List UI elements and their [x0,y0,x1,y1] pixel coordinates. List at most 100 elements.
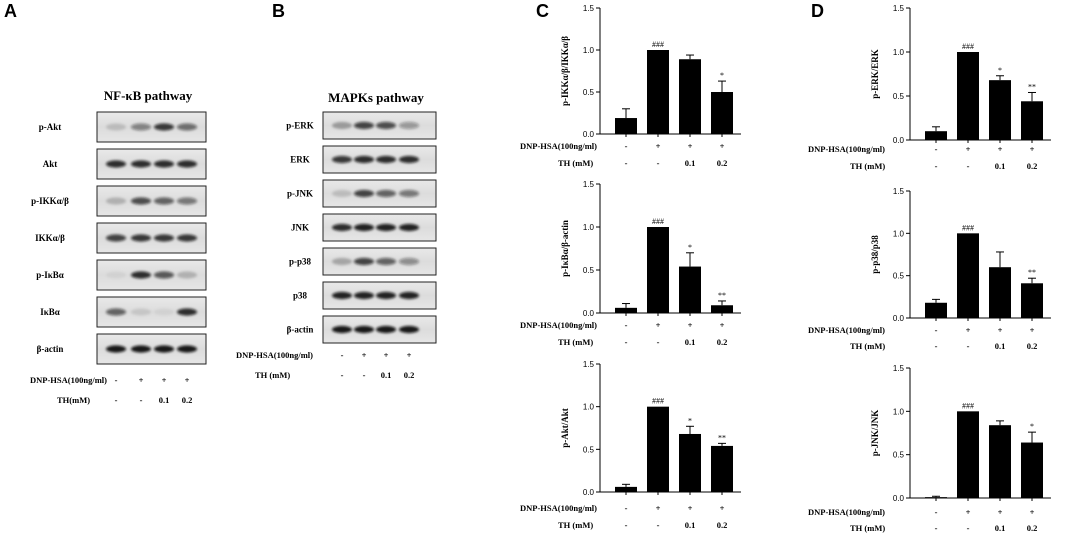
blot-band [399,155,419,164]
th-value: 0.1 [995,341,1006,351]
y-tick-label: 0.0 [583,488,595,497]
th-value: - [625,520,628,530]
th-value: 0.2 [1027,523,1038,533]
blot-row: p-JNK [287,179,437,208]
y-tick-label: 1.0 [893,229,905,238]
th-label: TH (mM) [850,523,885,533]
blot-row-label: p-JNK [287,189,313,199]
blot-band [106,234,126,242]
y-tick-label: 0.0 [583,309,595,318]
bar [925,302,947,318]
blot-band [354,121,374,130]
blot-band [332,121,352,130]
blot-band [154,234,174,242]
y-tick-label: 1.5 [583,4,595,13]
panel-c-letter: C [536,1,549,21]
bar [679,433,701,492]
dnp-value: + [720,320,725,330]
blot-band [177,234,197,242]
blot-band [399,325,419,334]
y-tick-label: 1.0 [583,223,595,232]
blot-band [131,123,151,131]
blot-row-label: IκBα [40,307,60,317]
dnp-value: + [139,375,144,385]
blot-band [106,271,126,279]
dnp-value: + [656,503,661,513]
th-value: 0.2 [404,370,415,380]
blot-band [376,257,396,266]
blot-band [376,121,396,130]
dnp-value: + [362,350,367,360]
blot-row-label: β-actin [37,344,64,354]
bar [647,227,669,313]
dnp-value: + [998,507,1003,517]
y-axis-label: p-Akt/Akt [560,408,570,448]
dnp-value: - [625,320,628,330]
th-value: 0.1 [685,520,696,530]
blot-band [332,223,352,232]
th-value: 0.2 [717,158,728,168]
panel-b-dnp-label: DNP-HSA(100ng/ml) [236,350,313,360]
panel-b-th-label: TH (mM) [255,370,290,380]
th-value: 0.1 [995,523,1006,533]
blot-row: β-actin [287,315,437,344]
bar [957,233,979,318]
dnp-value: + [720,503,725,513]
y-axis-label: p-IκBα/β-actin [560,220,570,277]
blot-band [131,308,151,316]
panel-a-title: NF-κB pathway [104,88,193,103]
blot-row: p-IκBα [36,259,207,291]
y-tick-label: 1.5 [583,360,595,369]
dnp-value: + [720,141,725,151]
dnp-value: + [998,144,1003,154]
dnp-value: - [935,507,938,517]
y-tick-label: 1.0 [893,407,905,416]
blot-band [376,189,396,198]
blot-band [131,160,151,168]
panel-a-conditions: - - + - +0.1 +0.2 [115,375,193,405]
dnp-value: - [625,503,628,513]
blot-row-label: p-IKKα/β [31,196,69,206]
dnp-value: + [688,141,693,151]
blot-row: p38 [293,281,437,310]
dnp-label: DNP-HSA(100ng/ml) [520,503,597,513]
blot-band [354,257,374,266]
th-value: - [935,341,938,351]
th-label: TH (mM) [850,161,885,171]
th-value: - [115,395,118,405]
blot-band [131,197,151,205]
th-value: - [363,370,366,380]
panel-a-th-label: TH(mM) [57,395,90,405]
blot-band [154,197,174,205]
dnp-value: + [1030,325,1035,335]
bar [1021,283,1043,318]
bar [647,50,669,134]
blot-band [399,189,419,198]
blot-band [399,223,419,232]
panel-a: A NF-κB pathway p-AktAktp-IKKα/βIKKα/βp-… [4,1,207,405]
bar [679,59,701,134]
y-tick-label: 1.5 [893,4,905,13]
blot-band [399,257,419,266]
y-axis-label: p-IKKα/β/IKKα/β [560,36,570,106]
blot-row-label: ERK [290,155,310,165]
dnp-value: + [966,144,971,154]
th-value: - [657,520,660,530]
th-value: - [657,337,660,347]
blot-band [177,345,197,353]
y-tick-label: 0.5 [893,272,905,281]
blot-band [332,325,352,334]
bar [711,445,733,492]
bar [957,52,979,140]
blot-band [376,325,396,334]
blot-band [177,123,197,131]
blot-row: p-ERK [286,111,437,140]
blot-band [177,160,197,168]
chart-c1: 0.0 0.5 1.0 1.5 p-IKKα/β/IKKα/β - - ### + - +0.1 * +… [520,4,741,168]
blot-band [376,155,396,164]
significance-mark: ** [718,291,726,300]
blot-row-label: p38 [293,291,308,301]
bar [615,307,637,313]
blot-band [154,123,174,131]
th-value: 0.1 [685,337,696,347]
